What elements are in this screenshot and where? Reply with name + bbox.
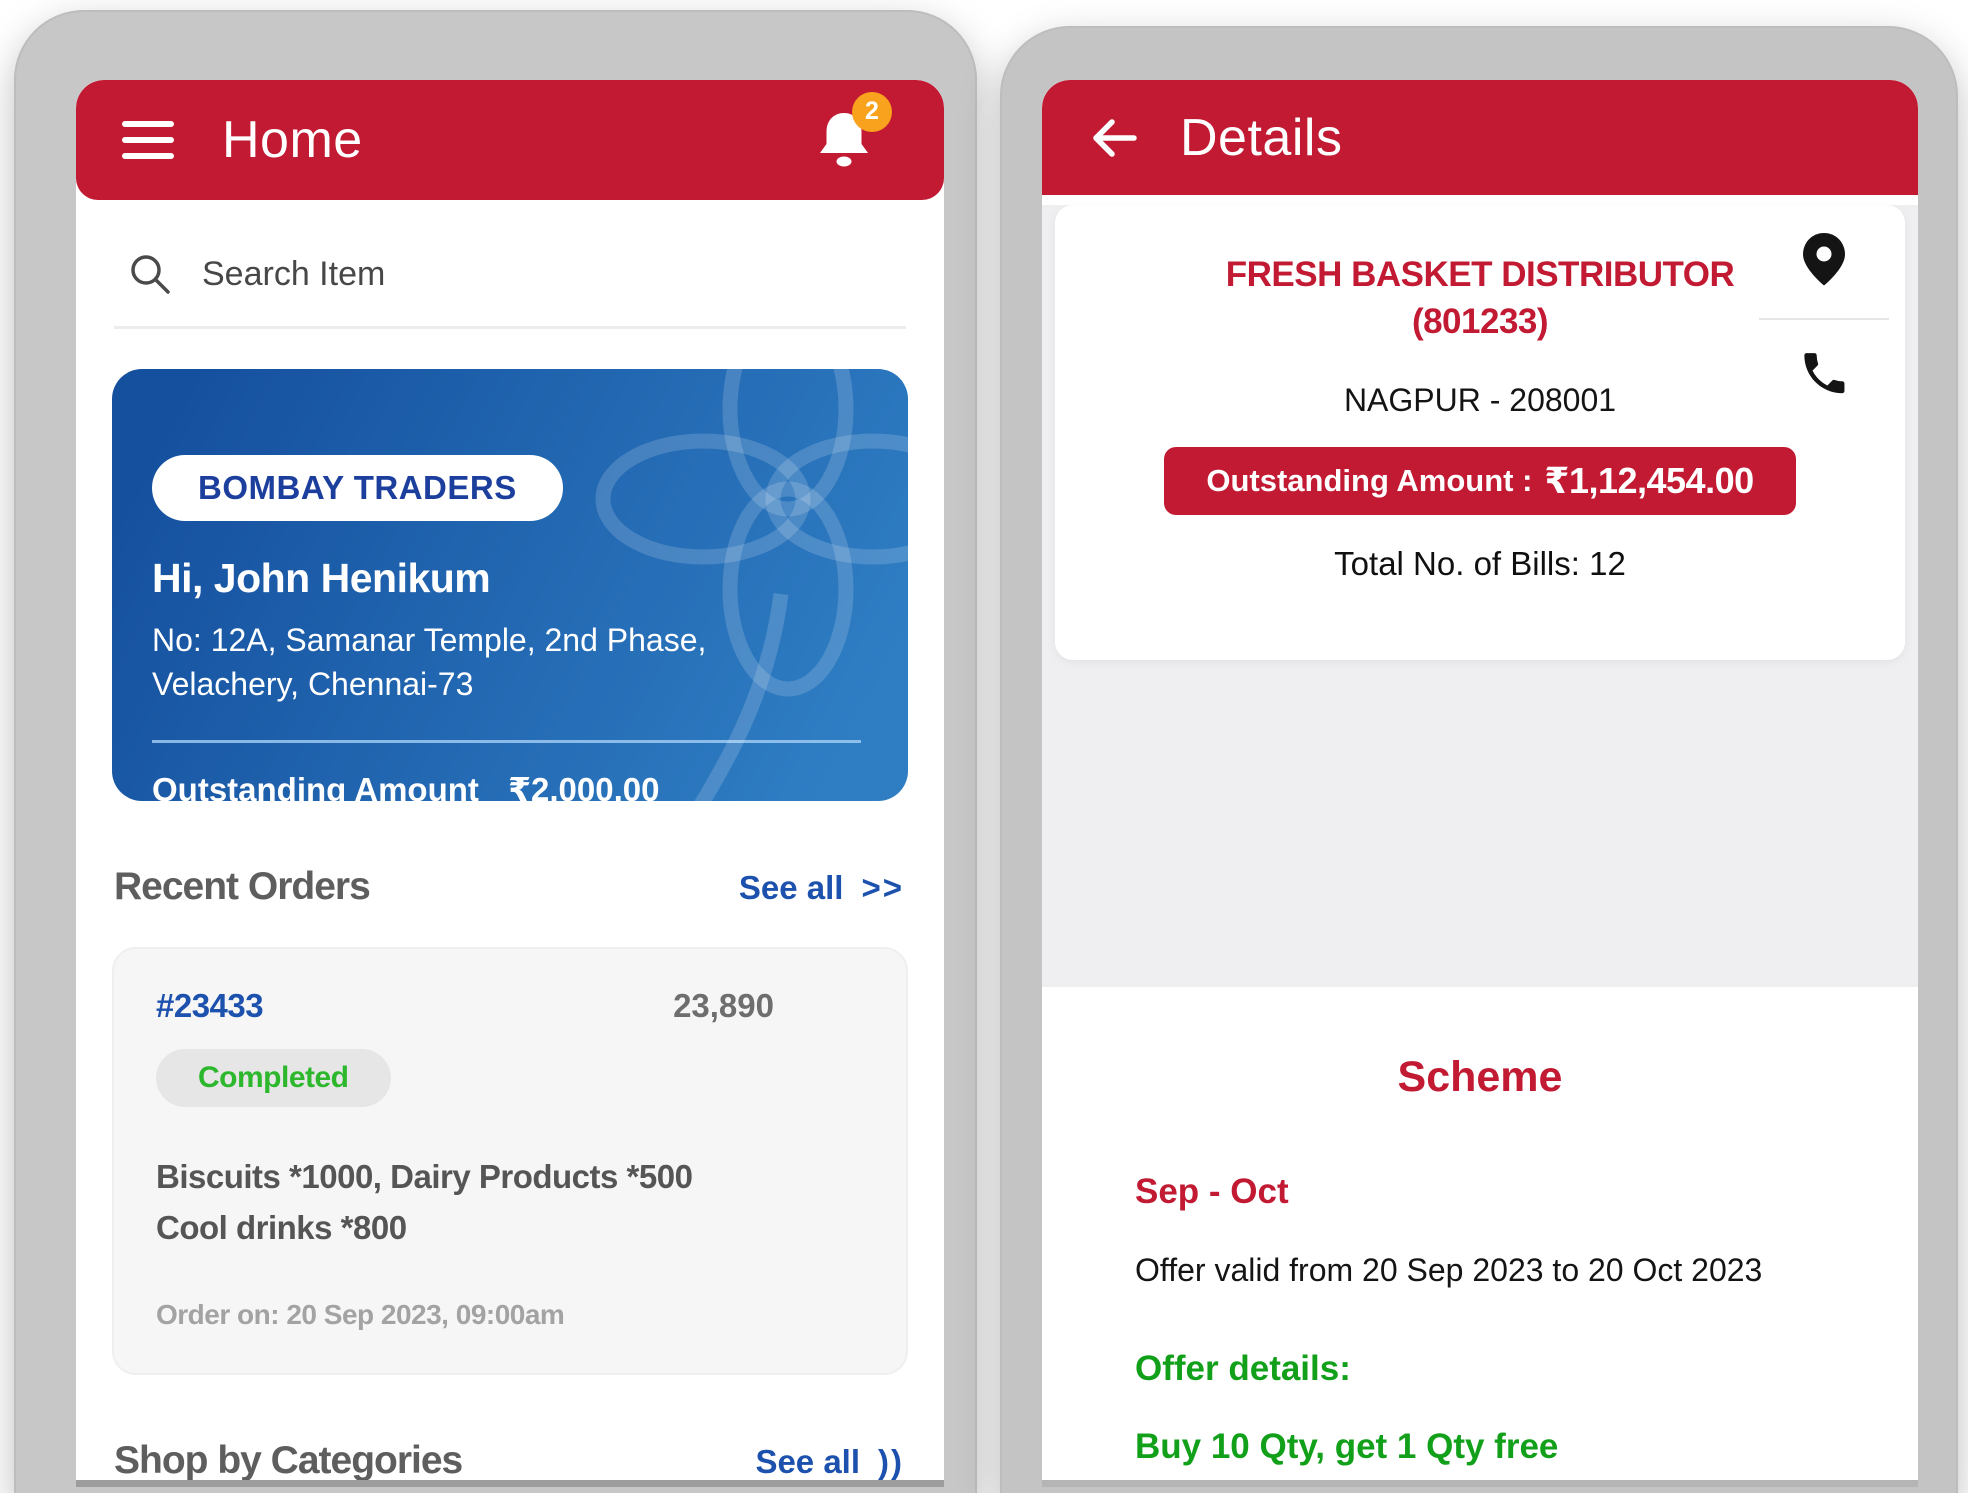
recent-orders-see-all[interactable]: See all >> xyxy=(739,869,904,907)
order-card[interactable]: #23433 23,890 Completed Biscuits *1000, … xyxy=(112,947,908,1376)
distributor-name-line2: (801233) xyxy=(1411,302,1549,342)
scheme-period: Sep - Oct xyxy=(1135,1172,1289,1211)
total-bills: Total No. of Bills: 12 xyxy=(1334,544,1626,582)
order-date: Order on: 20 Sep 2023, 09:00am xyxy=(156,1299,565,1331)
search-field[interactable]: Search Item xyxy=(128,252,906,296)
home-screen: Home 2 Search Item xyxy=(76,80,944,1487)
account-card: BOMBAY TRADERS Hi, John Henikum No: 12A,… xyxy=(112,369,908,801)
details-body: FRESH BASKET DISTRIBUTOR (801233) NAGPUR… xyxy=(1042,205,1918,1487)
contact-column xyxy=(1759,229,1889,403)
trader-badge: BOMBAY TRADERS xyxy=(152,455,563,521)
home-title: Home xyxy=(222,111,363,169)
address-line2: Velachery, Chennai-73 xyxy=(152,666,474,703)
see-all-label: See all xyxy=(738,869,844,906)
back-arrow-icon xyxy=(1093,118,1137,157)
offer-details-label: Offer details: xyxy=(1135,1349,1351,1388)
outstanding-amount: ₹2,000,00 xyxy=(508,771,660,801)
recent-orders-header: Recent Orders See all >> xyxy=(114,865,904,909)
offer-text: Buy 10 Qty, get 1 Qty free xyxy=(1135,1427,1559,1466)
order-status-badge: Completed xyxy=(156,1049,391,1107)
contact-divider xyxy=(1759,318,1889,320)
details-appbar: Details xyxy=(1042,80,1918,195)
details-title: Details xyxy=(1180,108,1343,167)
outstanding-banner-value: ₹1,12,454.00 xyxy=(1544,459,1754,501)
distributor-card: FRESH BASKET DISTRIBUTOR (801233) NAGPUR… xyxy=(1055,205,1905,660)
greeting-text: Hi, John Henikum xyxy=(152,555,491,601)
left-phone-frame: Home 2 Search Item xyxy=(14,10,977,1493)
double-chevron-icon: >> xyxy=(861,869,904,906)
scheme-title: Scheme xyxy=(1397,1053,1563,1101)
search-placeholder: Search Item xyxy=(202,254,386,293)
see-all-label: See all xyxy=(755,1443,861,1481)
phone-icon[interactable] xyxy=(1798,346,1850,398)
outstanding-banner-label: Outstanding Amount : xyxy=(1206,462,1533,498)
scheme-validity: Offer valid from 20 Sep 2023 to 20 Oct 2… xyxy=(1135,1252,1763,1288)
categories-title: Shop by Categories xyxy=(114,1439,463,1483)
card-divider xyxy=(152,740,861,744)
order-items-line2: Cool drinks *800 xyxy=(156,1209,407,1247)
recent-orders-title: Recent Orders xyxy=(114,865,371,908)
bottom-strip xyxy=(76,1480,944,1487)
outstanding-row: Outstanding Amount ₹2,000,00 xyxy=(152,770,868,801)
right-phone-frame: Details FRE xyxy=(1000,26,1958,1493)
notification-badge: 2 xyxy=(852,91,892,132)
distributor-name: FRESH BASKET DISTRIBUTOR (801233) xyxy=(1183,205,1778,346)
menu-icon[interactable] xyxy=(122,121,174,159)
outstanding-label: Outstanding Amount xyxy=(152,771,479,801)
double-chevron-icon: )) xyxy=(878,1443,904,1481)
home-appbar: Home 2 xyxy=(76,80,944,200)
order-id: #23433 xyxy=(156,987,264,1024)
notifications-button[interactable]: 2 xyxy=(816,91,892,173)
order-card-top: #23433 23,890 xyxy=(156,987,864,1025)
categories-see-all[interactable]: See all )) xyxy=(755,1443,904,1481)
distributor-name-line1: FRESH BASKET DISTRIBUTOR xyxy=(1225,255,1735,294)
details-screen: Details FRE xyxy=(1042,80,1918,1487)
address-line1: No: 12A, Samanar Temple, 2nd Phase, xyxy=(152,622,707,658)
location-pin-icon[interactable] xyxy=(1795,229,1853,289)
bottom-strip xyxy=(1042,1480,1918,1487)
scheme-section: Scheme Sep - Oct Offer valid from 20 Sep… xyxy=(1042,1053,1918,1467)
order-amount: 23,890 xyxy=(673,987,774,1024)
address-text: No: 12A, Samanar Temple, 2nd Phase, Vela… xyxy=(152,618,868,706)
trader-badge-label: BOMBAY TRADERS xyxy=(198,469,517,506)
back-button[interactable] xyxy=(1088,112,1140,164)
search-icon xyxy=(131,255,170,294)
distributor-city: NAGPUR - 208001 xyxy=(1343,381,1617,418)
outstanding-banner: Outstanding Amount : ₹1,12,454.00 xyxy=(1164,446,1796,515)
categories-header: Shop by Categories See all )) xyxy=(114,1439,904,1483)
order-items-line1: Biscuits *1000, Dairy Products *500 xyxy=(156,1158,693,1195)
order-items: Biscuits *1000, Dairy Products *500 Cool… xyxy=(156,1151,864,1253)
search-underline xyxy=(114,326,906,329)
